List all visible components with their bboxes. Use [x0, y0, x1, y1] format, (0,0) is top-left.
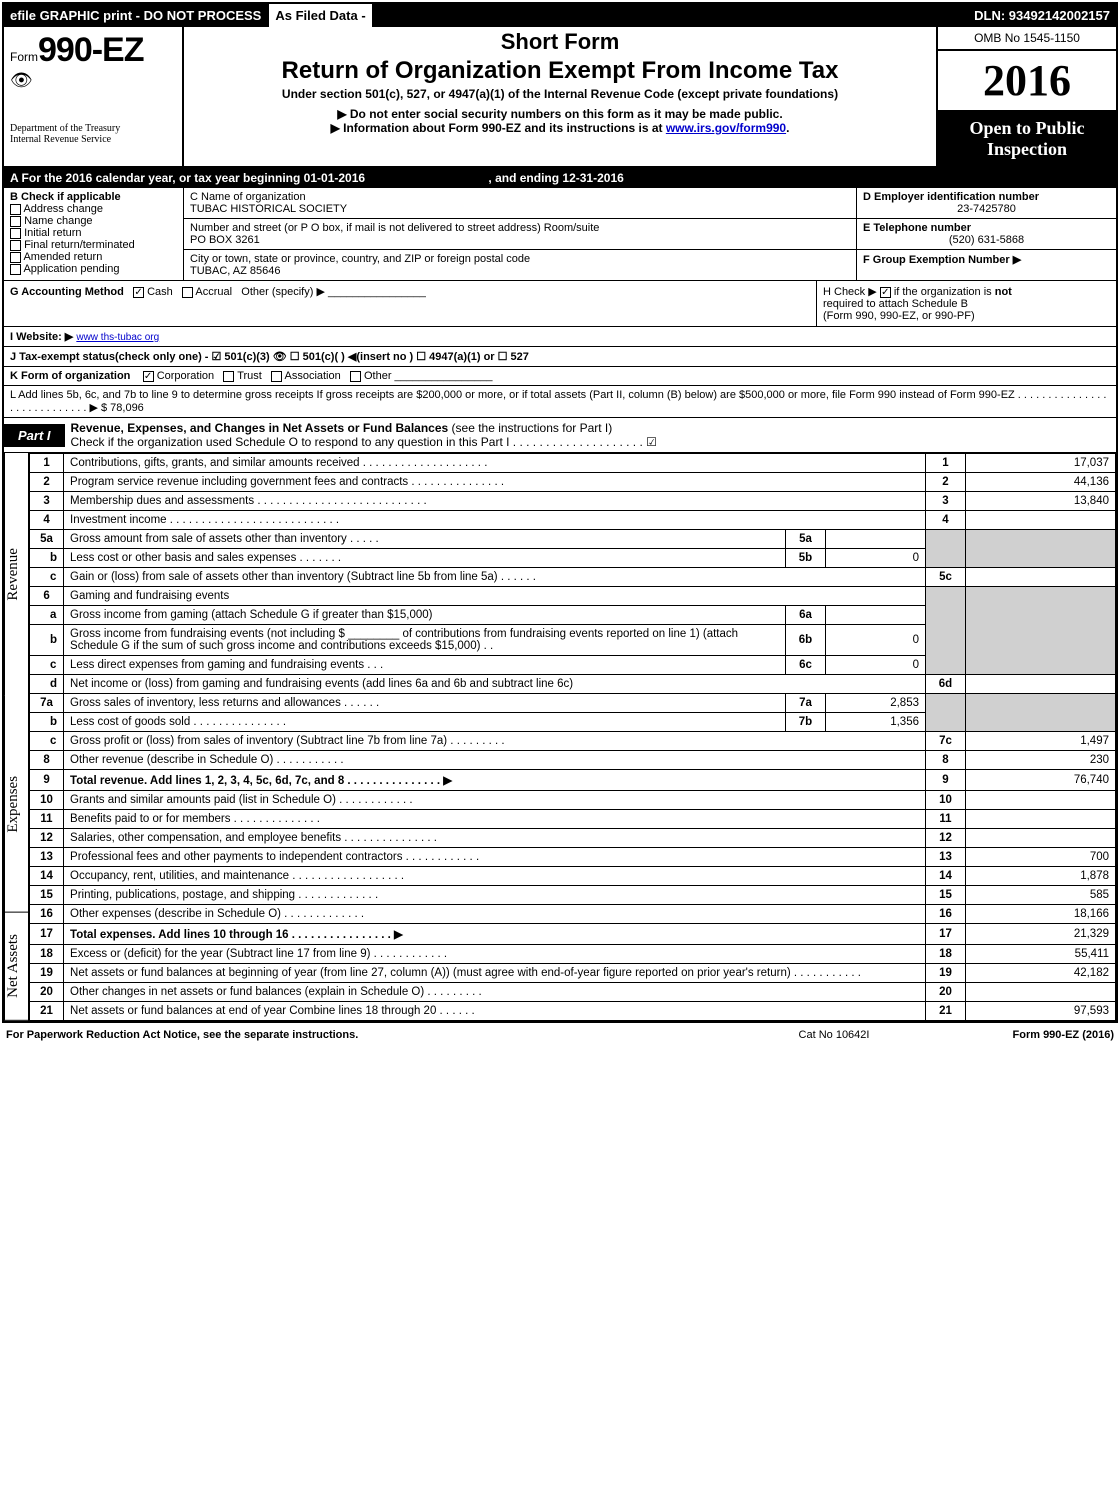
- line-20: 20Other changes in net assets or fund ba…: [30, 983, 1116, 1002]
- open-to-public: Open to Public Inspection: [938, 112, 1116, 166]
- part1-badge: Part I: [4, 424, 65, 447]
- lines-table: 1Contributions, gifts, grants, and simil…: [29, 453, 1116, 1021]
- line-8: 8Other revenue (describe in Schedule O) …: [30, 751, 1116, 770]
- page-footer: For Paperwork Reduction Act Notice, see …: [0, 1025, 1120, 1045]
- line-7c: cGross profit or (loss) from sales of in…: [30, 732, 1116, 751]
- tax-year: 2016: [938, 51, 1116, 112]
- part1-body: Revenue Expenses Net Assets 1Contributio…: [4, 453, 1116, 1021]
- org-name-row: C Name of organization TUBAC HISTORICAL …: [184, 188, 856, 219]
- line-21: 21Net assets or fund balances at end of …: [30, 1002, 1116, 1021]
- chk-address[interactable]: Address change: [10, 203, 177, 215]
- form-number-cell: Form990-EZ 👁 Department of the Treasury …: [4, 27, 184, 166]
- col-b: B Check if applicable Address change Nam…: [4, 188, 184, 280]
- chk-pending[interactable]: Application pending: [10, 263, 177, 275]
- row-i-website: I Website: ▶ www ths-tubac org: [4, 327, 1116, 347]
- ein: 23-7425780: [863, 203, 1110, 215]
- form-990ez-page: efile GRAPHIC print - DO NOT PROCESS As …: [2, 2, 1118, 1023]
- line-12: 12Salaries, other compensation, and empl…: [30, 829, 1116, 848]
- phone: (520) 631-5868: [863, 234, 1110, 246]
- paperwork-notice: For Paperwork Reduction Act Notice, see …: [6, 1029, 734, 1041]
- side-expenses: Expenses: [4, 696, 28, 913]
- line-10: 10Grants and similar amounts paid (list …: [30, 791, 1116, 810]
- chk-trust[interactable]: [223, 371, 234, 382]
- gross-receipts: 78,096: [110, 402, 144, 414]
- city: TUBAC, AZ 85646: [190, 265, 850, 277]
- row-l: L Add lines 5b, 6c, and 7b to line 9 to …: [4, 386, 1116, 418]
- line-6: 6Gaming and fundraising events: [30, 587, 1116, 606]
- line-9: 9Total revenue. Add lines 1, 2, 3, 4, 5c…: [30, 770, 1116, 791]
- line-5c: cGain or (loss) from sale of assets othe…: [30, 568, 1116, 587]
- efile-label: efile GRAPHIC print - DO NOT PROCESS: [4, 4, 267, 27]
- ein-row: D Employer identification number 23-7425…: [857, 188, 1116, 219]
- row-j-tax-exempt: J Tax-exempt status(check only one) - ☑ …: [4, 347, 1116, 367]
- chk-cash[interactable]: [133, 287, 144, 298]
- line-6d: dNet income or (loss) from gaming and fu…: [30, 675, 1116, 694]
- part1-title: Revenue, Expenses, and Changes in Net As…: [65, 418, 1116, 452]
- col-d: D Employer identification number 23-7425…: [856, 188, 1116, 280]
- h-check: H Check ▶ if the organization is not req…: [816, 281, 1116, 326]
- street: PO BOX 3261: [190, 234, 850, 246]
- form-ref: Form 990-EZ (2016): [934, 1029, 1114, 1041]
- line-19: 19Net assets or fund balances at beginni…: [30, 964, 1116, 983]
- line-11: 11Benefits paid to or for members . . . …: [30, 810, 1116, 829]
- chk-corp[interactable]: [143, 371, 154, 382]
- part1-header: Part I Revenue, Expenses, and Changes in…: [4, 418, 1116, 453]
- section-b-to-f: B Check if applicable Address change Nam…: [4, 188, 1116, 281]
- form-number: 990-EZ: [38, 31, 144, 69]
- instr-info: ▶ Information about Form 990-EZ and its …: [190, 121, 930, 135]
- row-g-h: G Accounting Method Cash Accrual Other (…: [4, 281, 1116, 327]
- side-revenue: Revenue: [4, 453, 28, 696]
- line-16: 16Other expenses (describe in Schedule O…: [30, 905, 1116, 924]
- line-4: 4Investment income . . . . . . . . . . .…: [30, 511, 1116, 530]
- efile-topbar: efile GRAPHIC print - DO NOT PROCESS As …: [4, 4, 1116, 27]
- line-7a: 7aGross sales of inventory, less returns…: [30, 694, 1116, 713]
- chk-amended[interactable]: Amended return: [10, 251, 177, 263]
- cat-no: Cat No 10642I: [734, 1029, 934, 1041]
- col-c: C Name of organization TUBAC HISTORICAL …: [184, 188, 856, 280]
- title-cell: Short Form Return of Organization Exempt…: [184, 27, 936, 166]
- line-15: 15Printing, publications, postage, and s…: [30, 886, 1116, 905]
- treasury-line2: Internal Revenue Service: [10, 134, 176, 145]
- short-form-label: Short Form: [190, 29, 930, 55]
- line-14: 14Occupancy, rent, utilities, and mainte…: [30, 867, 1116, 886]
- dln-label: DLN: 93492142002157: [968, 4, 1116, 27]
- instr-ssn: ▶ Do not enter social security numbers o…: [190, 107, 930, 121]
- street-row: Number and street (or P O box, if mail i…: [184, 219, 856, 250]
- line-18: 18Excess or (deficit) for the year (Subt…: [30, 945, 1116, 964]
- accounting-method: G Accounting Method Cash Accrual Other (…: [4, 281, 816, 326]
- chk-name[interactable]: Name change: [10, 215, 177, 227]
- city-row: City or town, state or province, country…: [184, 250, 856, 280]
- website-link[interactable]: www ths-tubac org: [76, 332, 159, 343]
- side-netassets: Net Assets: [4, 912, 28, 1021]
- row-k-form-org: K Form of organization Corporation Trust…: [4, 367, 1116, 386]
- org-name: TUBAC HISTORICAL SOCIETY: [190, 203, 850, 215]
- form-prefix: Form: [10, 50, 38, 64]
- chk-assoc[interactable]: [271, 371, 282, 382]
- under-section: Under section 501(c), 527, or 4947(a)(1)…: [190, 87, 930, 101]
- form-header: Form990-EZ 👁 Department of the Treasury …: [4, 27, 1116, 168]
- omb-number: OMB No 1545-1150: [938, 27, 1116, 51]
- form-title: Return of Organization Exempt From Incom…: [190, 57, 930, 85]
- line-1: 1Contributions, gifts, grants, and simil…: [30, 454, 1116, 473]
- group-exemption-row: F Group Exemption Number ▶: [857, 250, 1116, 269]
- line-5a: 5aGross amount from sale of assets other…: [30, 530, 1116, 549]
- line-2: 2Program service revenue including gover…: [30, 473, 1116, 492]
- line-3: 3Membership dues and assessments . . . .…: [30, 492, 1116, 511]
- treasury-line1: Department of the Treasury: [10, 123, 176, 134]
- irs-link[interactable]: www.irs.gov/form990: [666, 121, 786, 135]
- as-filed-label: As Filed Data -: [267, 4, 373, 27]
- chk-initial[interactable]: Initial return: [10, 227, 177, 239]
- col-b-header: B Check if applicable: [10, 191, 177, 203]
- phone-row: E Telephone number (520) 631-5868: [857, 219, 1116, 250]
- chk-final[interactable]: Final return/terminated: [10, 239, 177, 251]
- line-13: 13Professional fees and other payments t…: [30, 848, 1116, 867]
- chk-h[interactable]: [880, 287, 891, 298]
- line-17: 17Total expenses. Add lines 10 through 1…: [30, 924, 1116, 945]
- chk-other[interactable]: [350, 371, 361, 382]
- right-header-cell: OMB No 1545-1150 2016 Open to Public Ins…: [936, 27, 1116, 166]
- chk-accrual[interactable]: [182, 287, 193, 298]
- row-a: A For the 2016 calendar year, or tax yea…: [4, 168, 1116, 188]
